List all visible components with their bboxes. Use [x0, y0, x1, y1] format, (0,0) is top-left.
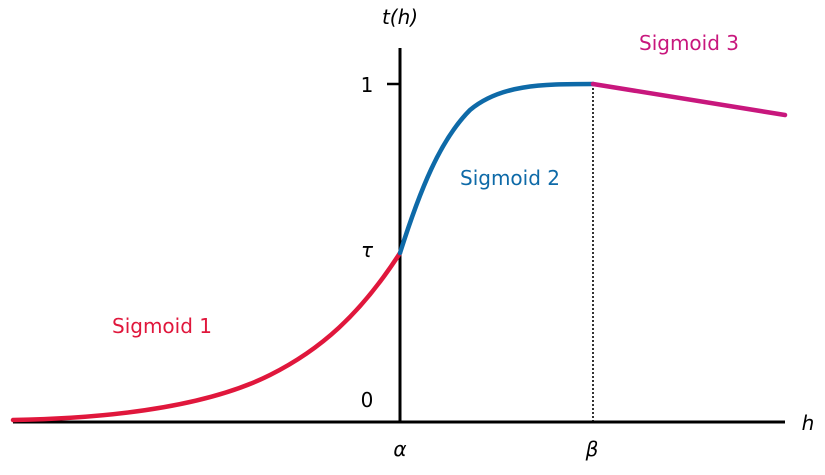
- x-axis-label: h: [802, 411, 815, 435]
- sigmoid1-label: Sigmoid 1: [112, 314, 212, 338]
- x-tick-label-beta: β: [585, 437, 599, 461]
- sigmoid1-curve: [10, 250, 403, 423]
- x-tick-label-alpha: α: [393, 437, 406, 461]
- y-tick-label-tau: τ: [361, 238, 374, 262]
- y-tick-label-zero: 0: [361, 388, 374, 412]
- sigmoid2-label: Sigmoid 2: [460, 166, 560, 190]
- sigmoid3-label: Sigmoid 3: [639, 31, 739, 55]
- y-tick-label-one: 1: [361, 73, 374, 97]
- sigmoid2-curve: [397, 81, 596, 256]
- y-axis-label: t(h): [382, 5, 418, 29]
- sigmoid3-curve: [590, 81, 788, 118]
